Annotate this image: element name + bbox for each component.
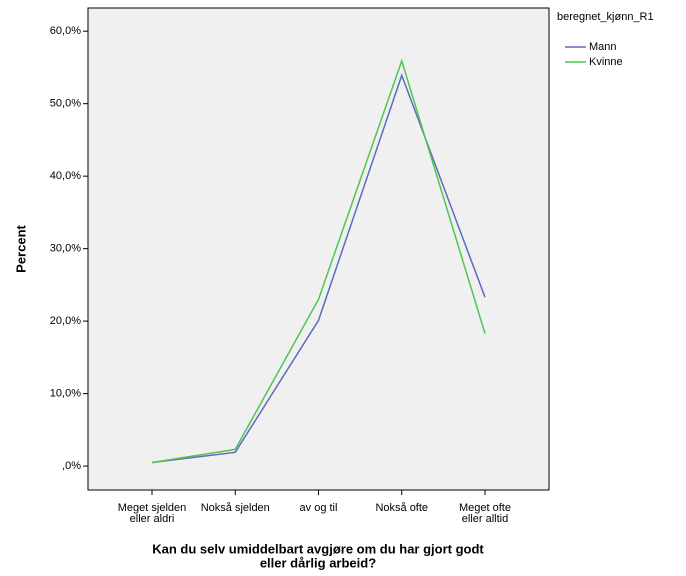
y-tick-label: 60,0% <box>50 25 81 37</box>
x-axis-title: eller dårlig arbeid? <box>260 555 376 570</box>
y-tick-label: 10,0% <box>50 388 81 400</box>
y-axis-title: Percent <box>13 224 28 272</box>
legend-label: Mann <box>589 41 617 53</box>
y-tick-label: ,0% <box>62 460 81 472</box>
x-axis-title: Kan du selv umiddelbart avgjøre om du ha… <box>152 541 484 556</box>
y-tick-label: 50,0% <box>50 98 81 110</box>
y-tick-label: 30,0% <box>50 243 81 255</box>
legend-title: beregnet_kjønn_R1 <box>557 11 654 23</box>
x-tick-label: Nokså sjelden <box>201 502 270 514</box>
y-tick-label: 20,0% <box>50 315 81 327</box>
plot-area <box>87 7 550 491</box>
x-tick-label: eller aldri <box>130 513 175 525</box>
legend-label: Kvinne <box>589 56 623 68</box>
x-tick-label: Meget sjelden <box>118 502 187 514</box>
x-tick-label: eller alltid <box>462 513 508 525</box>
x-tick-label: av og til <box>300 502 338 514</box>
series-line <box>151 58 486 464</box>
y-tick-label: 40,0% <box>50 170 81 182</box>
x-tick-label: Meget ofte <box>459 502 511 514</box>
x-tick-label: Nokså ofte <box>375 502 428 514</box>
